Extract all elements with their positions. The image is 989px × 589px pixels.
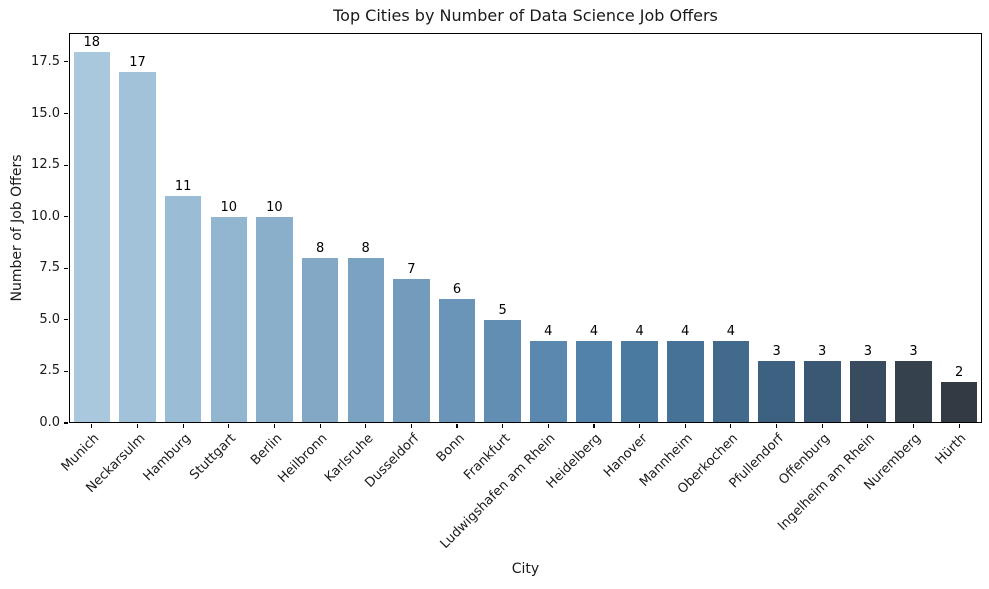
x-axis-label: City: [511, 561, 540, 577]
x-tick-mark: [593, 424, 595, 428]
x-tick-mark: [91, 424, 93, 428]
bar-value-label: 4: [635, 323, 644, 339]
y-tick-mark: [64, 422, 68, 424]
bar: [347, 257, 384, 423]
x-tick-label-text: Bonn: [433, 431, 468, 466]
chart-title: Top Cities by Number of Data Science Job…: [333, 6, 718, 25]
bar: [301, 257, 339, 423]
x-tick-mark: [867, 424, 869, 428]
y-tick-label: 10.0: [31, 208, 60, 224]
bar: [940, 381, 978, 423]
x-tick-mark: [273, 424, 275, 428]
bar-value-label: 17: [129, 55, 146, 71]
bar-value-label: 10: [266, 199, 283, 215]
bar: [210, 216, 247, 423]
bar: [438, 299, 476, 423]
x-tick-mark: [136, 424, 139, 428]
x-tick-mark: [365, 424, 367, 428]
bar-value-label: 5: [498, 302, 507, 318]
bar-value-label: 4: [544, 323, 553, 339]
bar: [621, 340, 658, 423]
y-tick-mark: [64, 216, 68, 218]
y-tick-label: 5.0: [39, 311, 60, 327]
x-tick-mark: [456, 424, 458, 428]
x-tick-label-text: Berlin: [247, 431, 285, 469]
bar-value-label: 7: [407, 261, 416, 277]
bar-value-label: 4: [681, 323, 690, 339]
y-tick-mark: [64, 267, 68, 269]
y-tick-mark: [64, 319, 68, 321]
bar-value-label: 3: [863, 344, 873, 360]
bar-value-label: 11: [174, 179, 192, 194]
bar: [530, 340, 567, 423]
x-tick-label-text: Munich: [58, 431, 103, 475]
bar: [895, 361, 932, 423]
bar: [73, 51, 111, 423]
bar: [393, 278, 430, 423]
x-tick-mark: [958, 424, 960, 428]
x-tick-mark: [912, 424, 915, 428]
bar: [575, 340, 613, 423]
bar-value-label: 4: [726, 323, 736, 339]
bar: [256, 216, 293, 423]
bar-value-label: 3: [909, 344, 918, 360]
bar-value-label: 4: [589, 323, 599, 339]
x-tick-mark: [228, 424, 230, 428]
x-tick-mark: [182, 424, 184, 428]
y-tick-label: 12.5: [31, 157, 60, 173]
bar: [119, 72, 156, 423]
bar: [164, 196, 202, 423]
y-tick-label: 15.0: [31, 105, 60, 121]
x-tick-mark: [319, 424, 321, 428]
y-tick-mark: [64, 61, 68, 63]
x-tick-mark: [821, 424, 823, 428]
x-tick-mark: [639, 424, 641, 428]
bar: [712, 340, 750, 423]
plot-area: [69, 33, 982, 423]
bar: [804, 361, 841, 423]
x-tick-label-text: Hamburg: [140, 431, 194, 485]
x-tick-mark: [776, 424, 778, 428]
y-tick-mark: [64, 370, 68, 372]
x-tick-label-text: Stuttgart: [187, 431, 240, 483]
bar-value-label: 8: [361, 240, 370, 256]
bar-value-label: 18: [83, 34, 101, 50]
x-tick-mark: [730, 424, 732, 428]
y-tick-label: 2.5: [39, 363, 60, 379]
x-tick-label-text: Heilbronn: [275, 431, 331, 486]
x-tick-mark: [502, 424, 504, 428]
x-tick-mark: [684, 424, 686, 428]
bar-value-label: 6: [452, 282, 462, 298]
bar-value-label: 8: [315, 240, 325, 256]
y-tick-label: 7.5: [39, 260, 60, 276]
bar-value-label: 3: [818, 344, 827, 360]
bar-value-label: 3: [772, 344, 781, 360]
y-tick-label: 17.5: [31, 53, 60, 69]
bar-value-label: 2: [955, 364, 964, 380]
y-tick-label: 0.0: [39, 415, 60, 430]
bar-value-label: 10: [220, 199, 238, 215]
bar: [667, 340, 704, 423]
y-tick-mark: [64, 164, 68, 166]
x-tick-mark: [410, 424, 412, 428]
bar: [484, 319, 521, 423]
y-tick-mark: [64, 112, 68, 115]
x-tick-label-text: Hürth: [933, 431, 970, 468]
y-axis-label: Number of Job Offers: [9, 154, 25, 302]
bar: [849, 361, 887, 423]
bar: [758, 361, 795, 423]
x-tick-mark: [547, 424, 549, 428]
